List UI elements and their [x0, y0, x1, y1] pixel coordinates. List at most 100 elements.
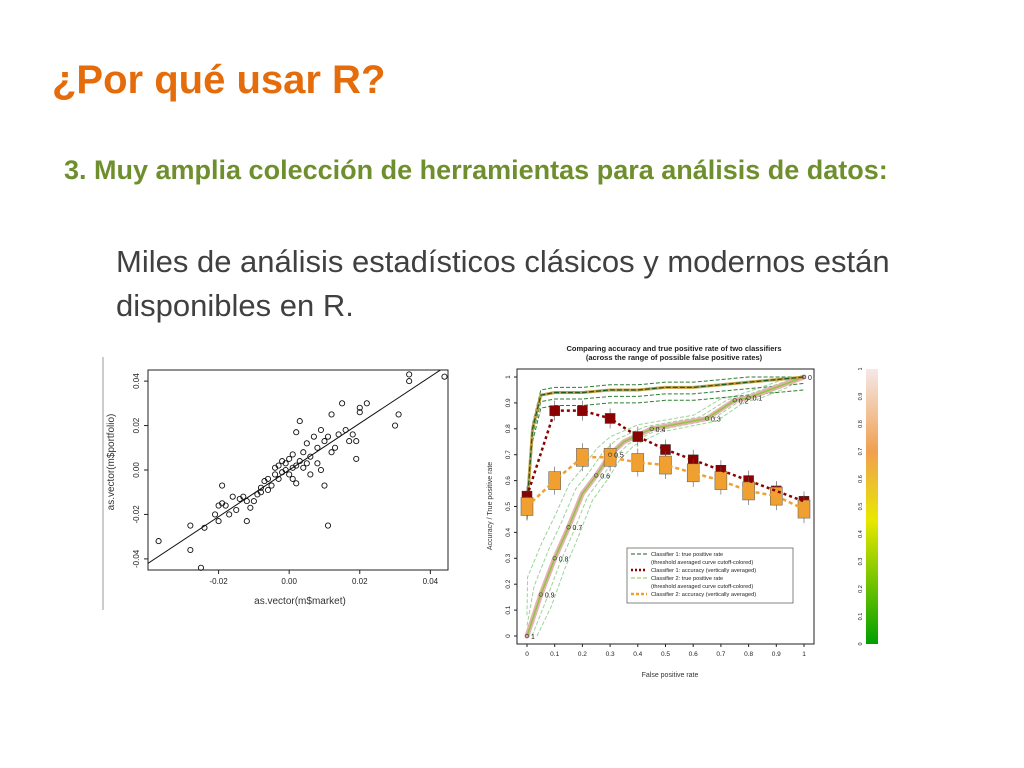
cutoff-label: 0.3 [711, 416, 721, 423]
cutoff-label: 0 [808, 375, 812, 382]
cutoff-marker [552, 556, 557, 561]
roc-legend: Classifier 1: true positive rate (thresho… [626, 547, 794, 604]
scatter-point [324, 433, 332, 440]
scatter-point [321, 482, 328, 489]
scatter-xtick-label: 0.02 [352, 577, 368, 586]
roc-ytick-label: 0.8 [505, 424, 512, 433]
cutoff-marker [566, 525, 571, 530]
roc-xtick-label: 1 [802, 651, 806, 658]
scatter-point [293, 429, 300, 436]
scatter-point [335, 431, 342, 438]
scatter-xlabel: as.vector(m$market) [254, 596, 346, 607]
scatter-point [342, 426, 349, 434]
scatter-point [286, 471, 293, 478]
classifier2-box [742, 481, 755, 501]
scatter-point [324, 522, 332, 529]
scatter-point [197, 564, 204, 571]
cutoff-marker [594, 473, 599, 478]
roc-xtick-label: 0.4 [633, 651, 642, 658]
scatter-point [264, 475, 272, 482]
cutoff-marker [732, 398, 737, 403]
scatter-point [300, 464, 307, 471]
roc-plot-area: 0 0.1 0.2 0.3 0.4 0.5 0.6 0.7 0.8 0.9 1 0 0.1 0.2 0.3 0… [505, 368, 815, 658]
colorbar-tick-label: 0.6 [858, 475, 864, 483]
cutoff-marker [649, 426, 654, 431]
scatter-point [363, 400, 370, 407]
roc-ytick-label: 0.9 [505, 398, 512, 407]
roc-xlabel: False positive rate [642, 672, 699, 679]
scatter-xtick-label: 0.00 [281, 577, 297, 586]
bullet-point: 3. Muy amplia colección de herramientas … [64, 155, 888, 185]
classifier1-box [632, 431, 644, 442]
classifier1-run-line [526, 382, 805, 514]
scatter-point [229, 493, 236, 500]
classifier1-box [577, 405, 588, 416]
cutoff-label: 0.9 [545, 593, 555, 600]
scatter-ytick-label: 0.00 [132, 462, 141, 478]
scatter-point [349, 431, 356, 438]
roc-subtitle: (across the range of possible false posi… [586, 353, 763, 362]
colorbar-tick-label: 0 [858, 642, 864, 645]
colorbar-tick-label: 1 [858, 367, 864, 370]
classifier1-tpr-dash [526, 376, 805, 507]
scatter-point [187, 546, 194, 554]
scatter-point [356, 404, 363, 411]
scatter-point [219, 482, 226, 489]
roc-title: Comparing accuracy and true positive rat… [566, 344, 781, 353]
scatter-point [392, 422, 399, 429]
scatter-point [296, 418, 303, 425]
roc-chart: Comparing accuracy and true positive rat… [484, 338, 884, 683]
classifier2-accuracy-line [526, 456, 805, 511]
legend-entry: (threshold averaged curve cutoff-colored… [651, 560, 753, 566]
scatter-point [328, 411, 335, 418]
colorbar-tick-label: 0.2 [858, 585, 864, 593]
scatter-point [289, 451, 296, 458]
legend-box [626, 547, 794, 604]
sub-point: Miles de análisis estadísticos clásicos … [116, 244, 890, 323]
scatter-point [286, 455, 293, 462]
scatter-point [307, 453, 314, 460]
classifier1-box [549, 405, 560, 416]
scatter-point [353, 455, 360, 462]
legend-entry: (threshold averaged curve cutoff-colored… [651, 584, 753, 590]
scatter-point [212, 511, 219, 518]
scatter-ytick-label: -0.02 [132, 505, 141, 524]
classifier2-run-line [536, 376, 805, 637]
scatter-point [282, 466, 289, 474]
scatter-point [296, 458, 303, 465]
colorbar-tick-label: 0.3 [858, 558, 864, 566]
roc-ytick-label: 0.1 [505, 605, 512, 614]
roc-ytick-label: 0.7 [505, 450, 512, 459]
colorbar-tick-label: 0.4 [858, 530, 864, 538]
scatter-point [356, 409, 363, 416]
cutoff-label: 0.5 [614, 453, 624, 460]
legend-entry: Classifier 1: accuracy (vertically avera… [651, 568, 756, 574]
scatter-point [353, 438, 360, 445]
roc-ytick-label: 0.3 [505, 553, 512, 562]
scatter-point [243, 498, 250, 505]
roc-xtick-label: 0.1 [550, 651, 559, 658]
colorbar-ramp [866, 369, 878, 644]
scatter-xtick-label: -0.02 [209, 577, 228, 586]
legend-entry: Classifier 2: true positive rate [651, 576, 723, 582]
scatter-point [406, 378, 413, 385]
roc-xtick-label: 0 [525, 651, 529, 658]
classifier1-run-line [526, 376, 804, 502]
scatter-point [293, 480, 300, 487]
classifier2-box [686, 463, 700, 483]
scatter-frame [147, 369, 449, 571]
colorbar-tick-label: 0.5 [858, 503, 864, 511]
scatter-point [215, 518, 222, 525]
cutoff-marker [538, 592, 543, 597]
scatter-ytick-label: 0.02 [132, 417, 141, 433]
scatter-point [272, 471, 279, 478]
classifier2-run-line [526, 376, 791, 616]
scatter-xtick-label: 0.04 [423, 577, 439, 586]
cutoff-colorbar: 0 0.1 0.2 0.3 0.4 0.5 0.6 0.7 0.8 0.9 1 [858, 367, 878, 646]
classifier2-box [714, 471, 728, 490]
roc-xtick-label: 0.6 [689, 651, 698, 658]
scatter-point [275, 462, 282, 469]
cutoff-label: 0.2 [739, 398, 749, 405]
scatter-point [247, 504, 254, 511]
scatter-point [328, 449, 335, 456]
